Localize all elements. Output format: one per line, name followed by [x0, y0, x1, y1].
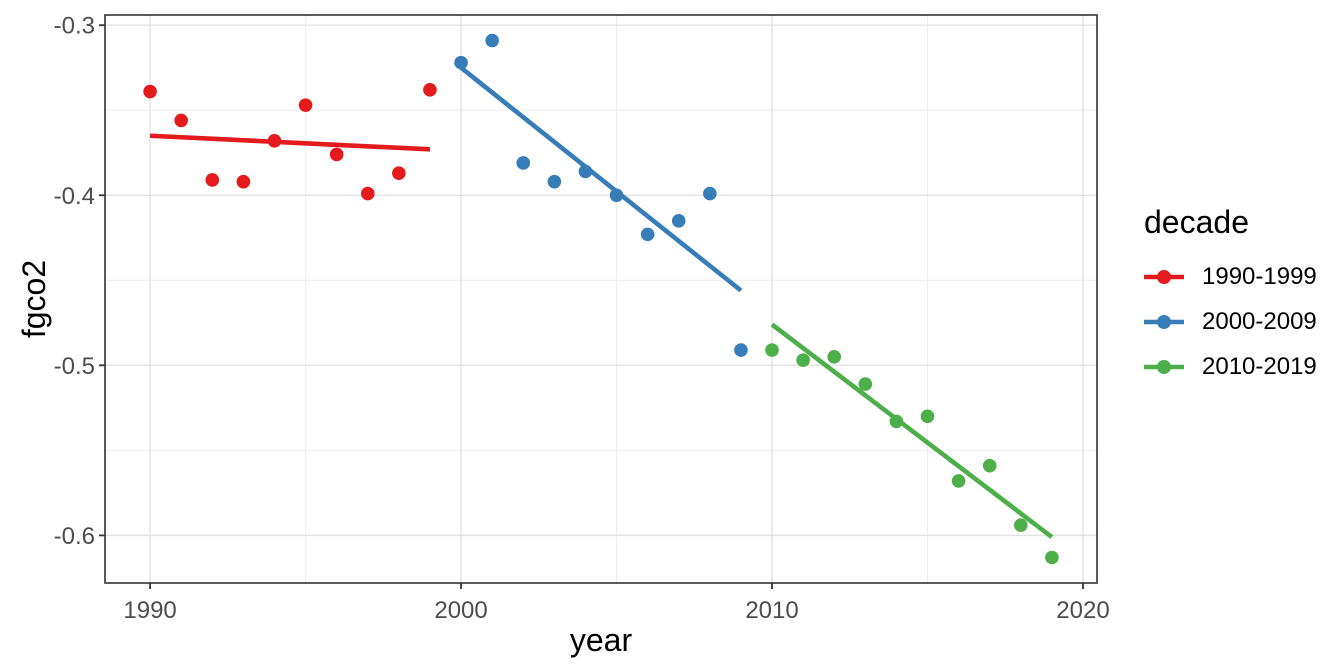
minor-gridlines: [105, 15, 1097, 583]
point-2018: [1014, 518, 1028, 532]
y-axis-title: fgco2: [16, 260, 52, 338]
point-2000: [454, 55, 468, 70]
legend-key-dot: [1157, 315, 1171, 329]
point-2013: [858, 377, 873, 391]
y-tick-label--0.4: -0.4: [54, 183, 95, 210]
point-2003: [547, 174, 562, 189]
legend-key-dot: [1157, 270, 1171, 284]
major-gridlines: [105, 15, 1097, 583]
point-2001: [485, 33, 499, 48]
trend-line-2000-2009: [459, 65, 743, 293]
legend-entry-label: 2010-2019: [1202, 353, 1317, 380]
point-1998: [392, 166, 406, 180]
x-tick-label-2010: 2010: [745, 597, 798, 624]
point-2011: [796, 353, 810, 368]
axis-tick-marks: [99, 24, 1084, 589]
data-series: [143, 33, 1059, 565]
panel-border: [104, 14, 1098, 584]
legend-entry-2010-2019: 2010-2019: [1144, 351, 1317, 383]
series-1990-1999: [143, 83, 437, 201]
point-2007: [671, 213, 686, 228]
y-tick-label--0.3: -0.3: [54, 13, 95, 40]
legend-entry-label: 2000-2009: [1202, 308, 1317, 335]
series-2000-2009: [454, 33, 748, 357]
point-2002: [516, 156, 531, 170]
point-2008: [703, 186, 717, 201]
y-tick-label--0.6: -0.6: [54, 523, 95, 550]
point-1993: [236, 174, 251, 189]
legend-key-line-dot-icon: [1144, 315, 1184, 329]
point-2012: [827, 350, 842, 364]
point-1995: [298, 98, 313, 112]
x-tick-label-2020: 2020: [1056, 597, 1109, 624]
point-2010: [765, 343, 779, 357]
legend-entries: 1990-1999 2000-2009 2010-2019: [1144, 261, 1317, 383]
trend-line-1990-1999: [149, 133, 431, 152]
point-1997: [360, 186, 375, 201]
legend-entry-label: 1990-1999: [1202, 263, 1317, 290]
point-1990: [143, 84, 157, 99]
legend-entry-2000-2009: 2000-2009: [1144, 306, 1317, 338]
trend-line-2010-2019: [770, 322, 1054, 539]
legend: decade 1990-1999 2000-2009 2010-2019: [1144, 205, 1317, 383]
legend-entry-1990-1999: 1990-1999: [1144, 261, 1317, 293]
point-2015: [920, 409, 935, 424]
point-2006: [640, 227, 655, 242]
legend-key-dot: [1157, 360, 1171, 374]
point-2017: [982, 458, 997, 473]
legend-key-line-dot-icon: [1144, 270, 1184, 284]
axis-tick-labels: 1990 2000 2010 2020 -0.3 -0.4 -0.5 -0.6: [54, 13, 1110, 624]
y-tick-label--0.5: -0.5: [54, 353, 95, 380]
x-axis-title: year: [570, 622, 633, 658]
point-2009: [734, 343, 748, 357]
point-2019: [1045, 550, 1059, 565]
point-2016: [951, 474, 966, 488]
x-tick-label-2000: 2000: [434, 597, 487, 624]
x-tick-label-1990: 1990: [123, 597, 176, 624]
point-1996: [329, 147, 344, 162]
point-1992: [205, 173, 220, 187]
legend-key-line-dot-icon: [1144, 360, 1184, 374]
point-1991: [174, 113, 188, 128]
series-2010-2019: [765, 322, 1059, 565]
legend-title: decade: [1144, 204, 1249, 240]
point-1999: [423, 83, 437, 97]
